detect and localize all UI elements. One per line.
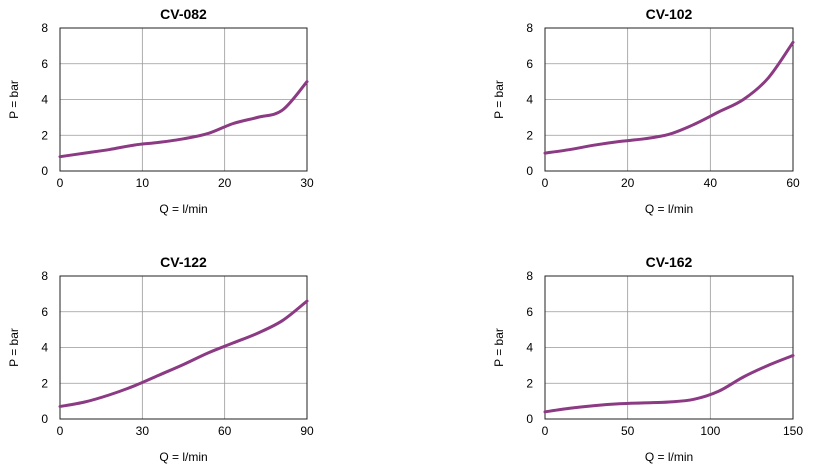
chart-title: CV-102 bbox=[646, 6, 693, 22]
plot-frame bbox=[544, 275, 794, 420]
x-tick-label: 30 bbox=[300, 176, 314, 190]
chart-2: 0 20 40 60 0 2 4 6 8 CV-102 Q = l/min P = bar bbox=[492, 6, 800, 216]
y-tick-label: 8 bbox=[526, 21, 533, 35]
x-tick-label: 150 bbox=[783, 424, 803, 438]
chart-title: CV-082 bbox=[160, 6, 207, 22]
x-tick-label: 10 bbox=[136, 176, 150, 190]
pressure-curve-line bbox=[543, 40, 795, 155]
x-tick-label: 90 bbox=[300, 424, 314, 438]
y-tick-label: 4 bbox=[41, 93, 48, 107]
y-tick-label: 6 bbox=[41, 305, 48, 319]
y-tick-label: 0 bbox=[41, 164, 48, 178]
plot-frame bbox=[59, 275, 308, 420]
x-tick-label: 50 bbox=[621, 424, 635, 438]
y-axis-label: P = bar bbox=[7, 80, 21, 119]
y-tick-label: 6 bbox=[41, 57, 48, 71]
y-axis-label: P = bar bbox=[7, 328, 21, 367]
pressure-curve-line bbox=[543, 354, 795, 414]
x-axis-label: Q = l/min bbox=[645, 202, 693, 216]
plot-frame bbox=[544, 27, 794, 172]
chart-title: CV-162 bbox=[646, 254, 693, 270]
y-tick-label: 4 bbox=[526, 93, 533, 107]
x-axis-label: Q = l/min bbox=[159, 450, 207, 464]
x-tick-label: 60 bbox=[218, 424, 232, 438]
y-tick-label: 8 bbox=[41, 21, 48, 35]
y-tick-label: 2 bbox=[41, 376, 48, 390]
x-tick-label: 40 bbox=[704, 176, 718, 190]
x-axis-label: Q = l/min bbox=[645, 450, 693, 464]
x-tick-label: 100 bbox=[700, 424, 720, 438]
x-tick-label: 0 bbox=[57, 176, 64, 190]
y-tick-label: 8 bbox=[526, 269, 533, 283]
y-tick-label: 6 bbox=[526, 57, 533, 71]
x-axis-label: Q = l/min bbox=[159, 202, 207, 216]
chart-4: 0 50 100 150 0 2 4 6 8 CV-162 Q = l/min P = bar bbox=[492, 254, 803, 464]
y-tick-label: 0 bbox=[41, 412, 48, 426]
x-tick-label: 0 bbox=[542, 176, 549, 190]
x-tick-label: 0 bbox=[57, 424, 64, 438]
y-tick-label: 6 bbox=[526, 305, 533, 319]
y-tick-label: 2 bbox=[526, 128, 533, 142]
chart-3: 0 30 60 90 0 2 4 6 8 CV-122 Q = l/min P = bar bbox=[7, 254, 314, 464]
x-tick-label: 0 bbox=[542, 424, 549, 438]
pressure-curve-line bbox=[58, 80, 309, 159]
y-tick-label: 2 bbox=[526, 376, 533, 390]
plot-frame bbox=[59, 27, 308, 172]
chart-title: CV-122 bbox=[160, 254, 207, 270]
y-tick-label: 4 bbox=[526, 341, 533, 355]
x-tick-label: 60 bbox=[786, 176, 800, 190]
x-tick-label: 20 bbox=[621, 176, 635, 190]
pressure-curve-line bbox=[58, 299, 309, 408]
x-tick-label: 20 bbox=[218, 176, 232, 190]
y-axis-label: P = bar bbox=[492, 80, 506, 119]
chart-1: 0 10 20 30 0 2 4 6 8 CV-082 Q = l/min P = bar bbox=[7, 6, 314, 216]
y-tick-label: 4 bbox=[41, 341, 48, 355]
x-tick-label: 30 bbox=[136, 424, 150, 438]
y-axis-label: P = bar bbox=[492, 328, 506, 367]
y-tick-label: 0 bbox=[526, 412, 533, 426]
y-tick-label: 2 bbox=[41, 128, 48, 142]
y-tick-label: 8 bbox=[41, 269, 48, 283]
y-tick-label: 0 bbox=[526, 164, 533, 178]
